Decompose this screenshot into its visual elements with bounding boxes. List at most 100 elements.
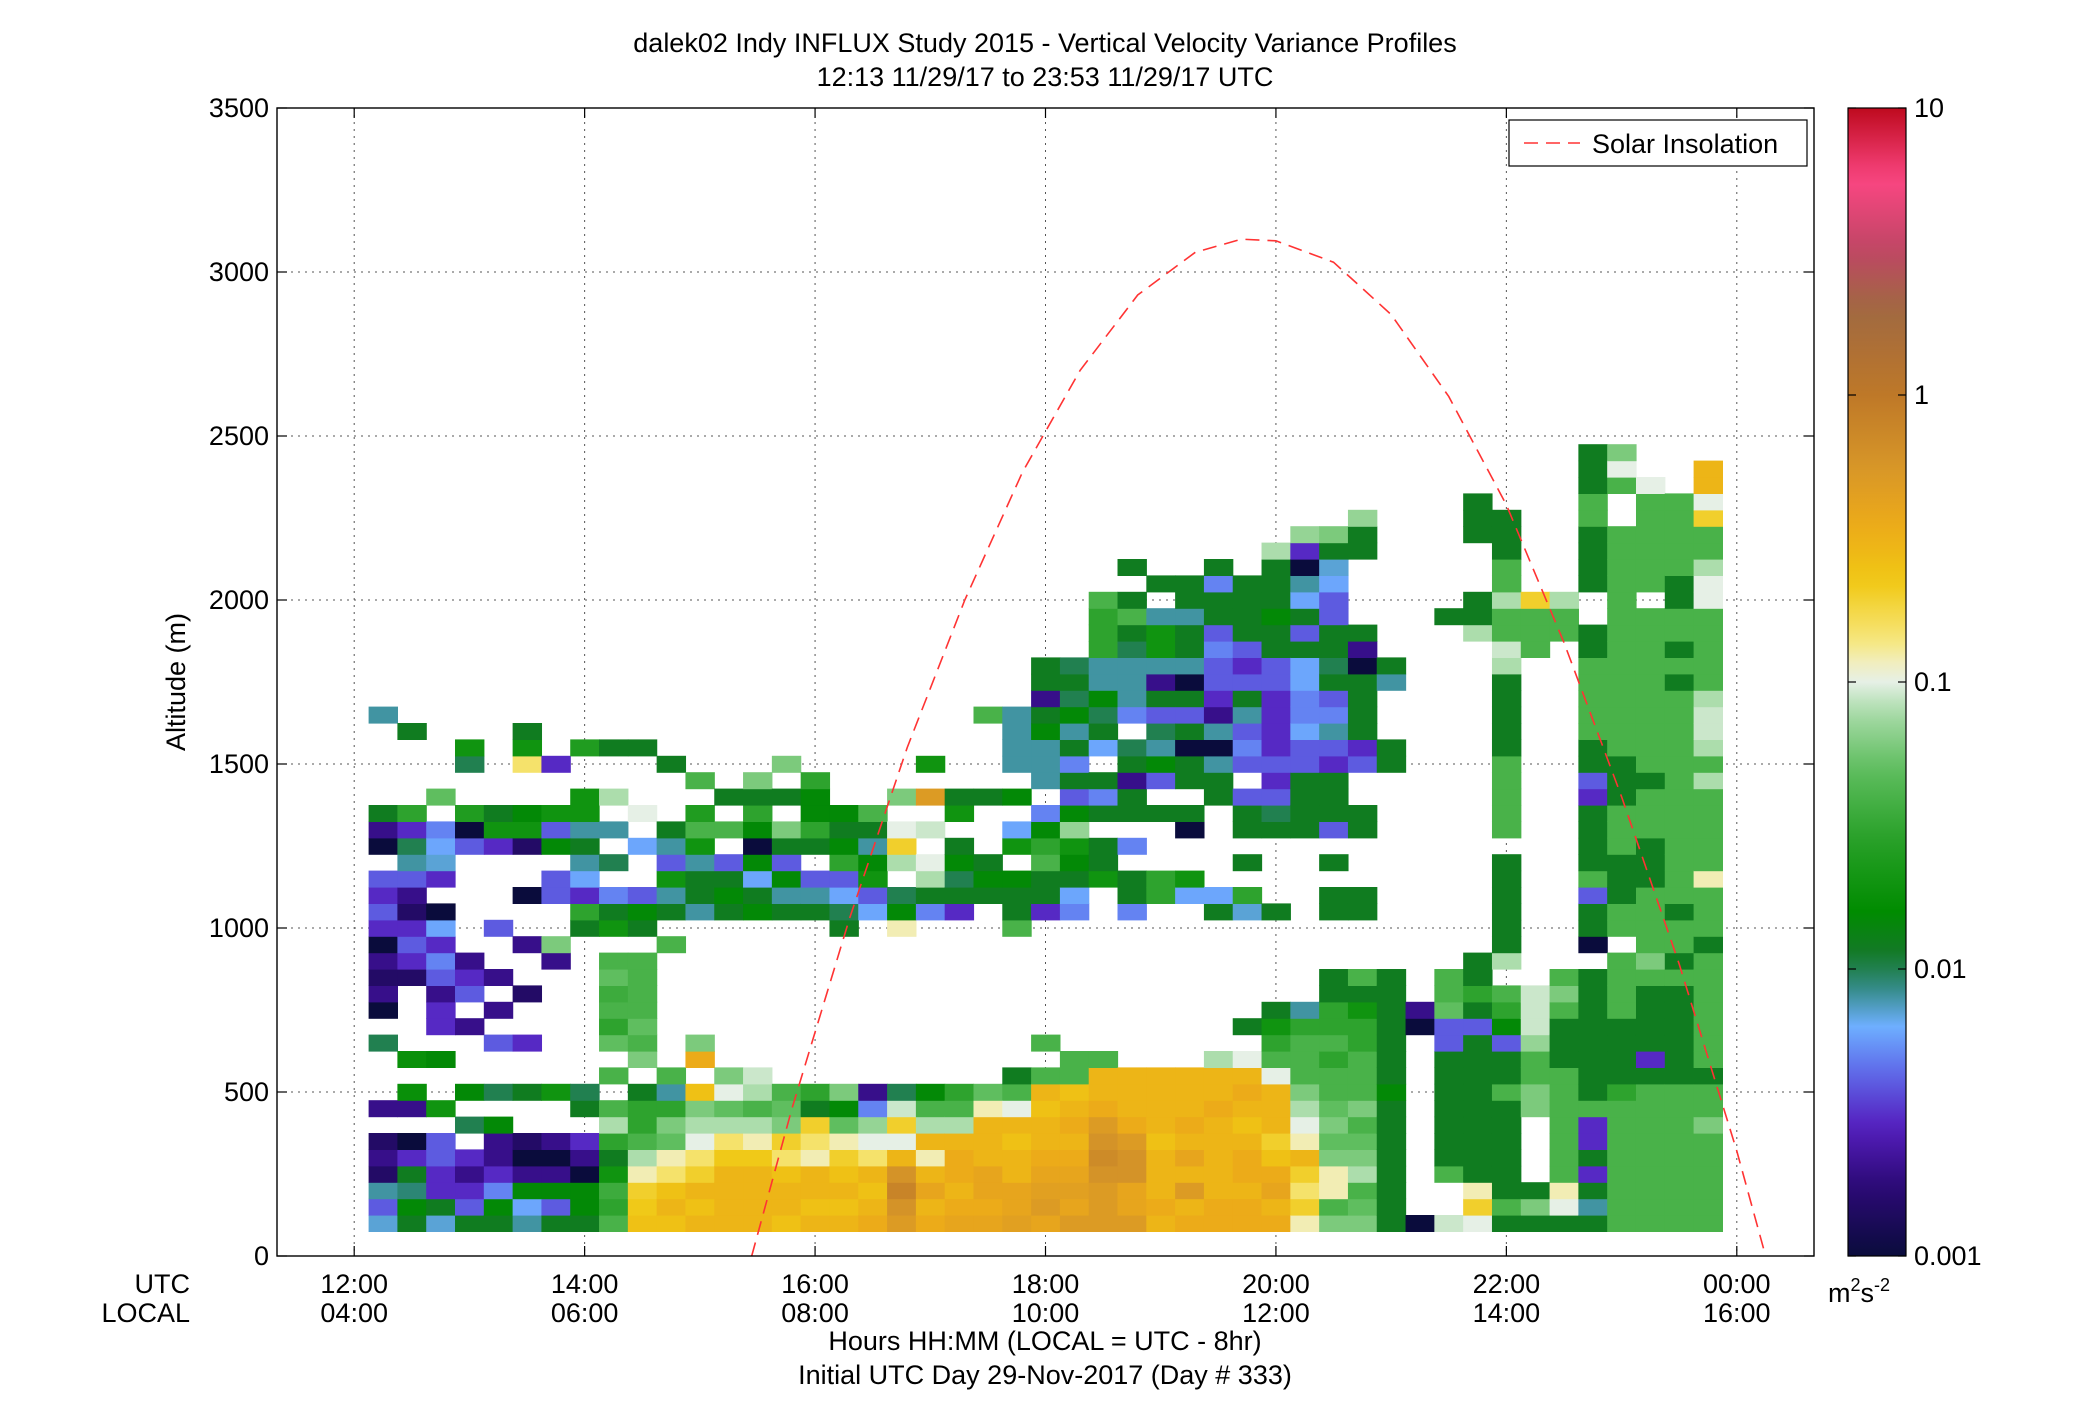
variance-cell xyxy=(1376,1182,1407,1200)
variance-cell xyxy=(1549,1100,1579,1118)
variance-cell xyxy=(944,1198,975,1216)
variance-cell xyxy=(1203,1133,1234,1150)
variance-cell xyxy=(1347,805,1378,822)
variance-cell xyxy=(1635,936,1666,954)
variance-cell xyxy=(599,1067,629,1085)
variance-cell xyxy=(397,854,427,872)
variance-cell xyxy=(1031,1215,1061,1232)
x-tick-label-local: 10:00 xyxy=(1012,1298,1080,1328)
variance-cell xyxy=(1347,1133,1378,1150)
variance-cell xyxy=(1059,837,1090,855)
variance-cell xyxy=(397,936,427,954)
variance-cell xyxy=(455,1182,485,1200)
variance-cell xyxy=(1088,870,1119,888)
variance-cell xyxy=(1088,1116,1119,1134)
variance-cell xyxy=(1059,870,1090,888)
variance-cell xyxy=(426,788,456,806)
variance-cell xyxy=(1578,559,1608,576)
variance-cell xyxy=(397,1198,427,1216)
variance-cell xyxy=(1491,657,1522,675)
variance-cell xyxy=(1203,657,1234,675)
variance-cell xyxy=(1578,706,1608,724)
variance-cell xyxy=(368,805,398,822)
variance-cell xyxy=(1175,723,1205,740)
variance-cell xyxy=(1607,542,1637,560)
variance-cell xyxy=(512,723,543,740)
variance-cell xyxy=(915,870,946,888)
variance-cell xyxy=(1203,887,1234,904)
variance-cell xyxy=(915,1133,946,1150)
variance-cell xyxy=(1578,723,1608,740)
variance-cell xyxy=(1491,690,1522,708)
variance-cell xyxy=(1059,706,1090,724)
variance-cell xyxy=(1290,805,1320,822)
variance-cell xyxy=(1290,1198,1320,1216)
variance-cell xyxy=(1290,755,1320,773)
variance-cell xyxy=(541,936,571,954)
variance-cell xyxy=(1319,1182,1349,1200)
variance-cell xyxy=(1664,641,1695,658)
variance-cell xyxy=(1261,1018,1291,1036)
variance-cell xyxy=(1290,657,1320,675)
variance-cell xyxy=(1002,706,1032,724)
variance-cell xyxy=(1463,1165,1493,1183)
variance-cell xyxy=(858,837,888,855)
variance-cell xyxy=(1146,723,1176,740)
variance-cell xyxy=(1347,1165,1378,1183)
variance-cell xyxy=(512,1215,543,1232)
variance-cell xyxy=(1088,690,1119,708)
variance-cell xyxy=(1578,493,1608,511)
variance-cell xyxy=(1232,1116,1263,1134)
variance-cell xyxy=(483,1182,514,1200)
variance-cell xyxy=(1578,1001,1608,1019)
variance-cell xyxy=(1088,1133,1119,1150)
variance-cell xyxy=(1463,1001,1493,1019)
variance-cell xyxy=(829,870,859,888)
variance-cell xyxy=(541,887,571,904)
variance-cell xyxy=(1290,1051,1320,1068)
variance-cell xyxy=(1117,1133,1147,1150)
variance-cell xyxy=(1693,1165,1723,1183)
colorbar-tick-label: 1 xyxy=(1914,380,1929,410)
variance-cell xyxy=(1578,1083,1608,1101)
variance-cell xyxy=(570,1149,600,1167)
variance-cell xyxy=(1607,559,1637,576)
variance-cell xyxy=(1693,477,1723,494)
variance-cell xyxy=(455,837,485,855)
variance-cell xyxy=(973,1116,1003,1134)
variance-cell xyxy=(512,755,543,773)
variance-cell xyxy=(1520,1067,1551,1085)
variance-cell xyxy=(1520,641,1551,658)
variance-cell xyxy=(1088,1215,1119,1232)
variance-cell xyxy=(1607,755,1637,773)
variance-cell xyxy=(685,1083,715,1101)
variance-cell xyxy=(1607,887,1637,904)
variance-cell xyxy=(685,772,715,790)
variance-cell xyxy=(1319,1018,1349,1036)
variance-cell xyxy=(771,1083,802,1101)
variance-cell xyxy=(1693,1018,1723,1036)
variance-cell xyxy=(1232,755,1263,773)
variance-cell xyxy=(1290,1018,1320,1036)
variance-cell xyxy=(426,919,456,937)
variance-cell xyxy=(1290,1215,1320,1232)
variance-cell xyxy=(397,1133,427,1150)
variance-cell xyxy=(1491,870,1522,888)
variance-cell xyxy=(1463,1051,1493,1068)
variance-cell xyxy=(1635,755,1666,773)
variance-cell xyxy=(887,903,917,921)
variance-cell xyxy=(1232,1133,1263,1150)
variance-cell xyxy=(1232,1018,1263,1036)
variance-cell xyxy=(1607,1165,1637,1183)
variance-cell xyxy=(455,821,485,839)
variance-cell xyxy=(1693,1051,1723,1068)
variance-cell xyxy=(829,1198,859,1216)
variance-cell xyxy=(1376,1198,1407,1216)
variance-cell xyxy=(483,1034,514,1052)
variance-cell xyxy=(1146,1067,1176,1085)
variance-cell xyxy=(1031,887,1061,904)
x-tick-label-utc: 20:00 xyxy=(1242,1269,1310,1299)
variance-cell xyxy=(743,772,773,790)
variance-cell xyxy=(714,870,744,888)
variance-cell xyxy=(1549,1116,1579,1134)
